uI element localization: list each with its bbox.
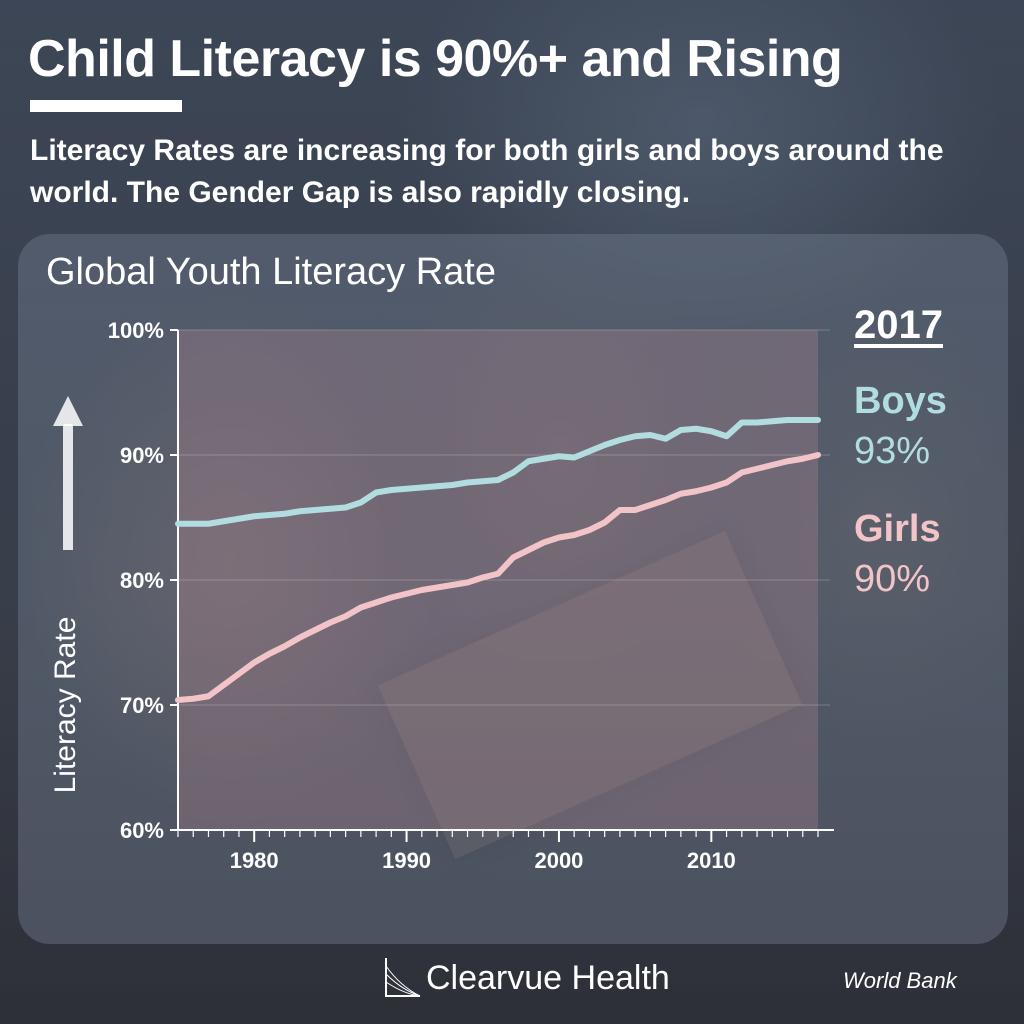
up-arrow-icon <box>53 396 83 550</box>
series-line-girls <box>175 452 821 703</box>
y-tick-label: 70% <box>120 693 164 718</box>
title-underline <box>30 100 182 112</box>
clearvue-logo-icon <box>385 958 421 997</box>
legend-girls-label: Girls <box>854 508 941 550</box>
plot-area <box>178 330 818 830</box>
legend-boys-label: Boys <box>854 380 947 422</box>
x-tick-label: 2010 <box>687 848 736 873</box>
y-tick-label: 90% <box>120 443 164 468</box>
source-credit: World Bank <box>843 968 957 993</box>
brand-name: Clearvue Health <box>426 958 670 997</box>
y-tick-label: 100% <box>108 318 164 343</box>
axes <box>170 329 834 842</box>
series-line-boys <box>175 417 821 527</box>
chart-panel <box>18 234 1008 944</box>
x-tick-label: 1980 <box>230 848 279 873</box>
legend-year: 2017 <box>854 303 943 347</box>
y-axis-label: Literacy Rate <box>49 616 82 794</box>
page-subtitle: Literacy Rates are increasing for both g… <box>30 134 944 209</box>
grid-lines <box>178 329 830 706</box>
chart-title: Global Youth Literacy Rate <box>46 251 496 293</box>
series-lines <box>175 417 821 703</box>
page-title: Child Literacy is 90%+ and Rising <box>28 30 843 88</box>
brand: Clearvue Health <box>382 956 670 1000</box>
legend-girls-value: 90% <box>854 558 931 600</box>
y-tick-label: 80% <box>120 568 164 593</box>
legend-boys-value: 93% <box>854 430 931 472</box>
x-tick-label: 2000 <box>534 848 583 873</box>
x-tick-label: 1990 <box>382 848 431 873</box>
tick-labels: 60% 70% 80% 90% 100% 1980 1990 2000 2010 <box>108 318 736 873</box>
y-tick-label: 60% <box>120 818 164 843</box>
